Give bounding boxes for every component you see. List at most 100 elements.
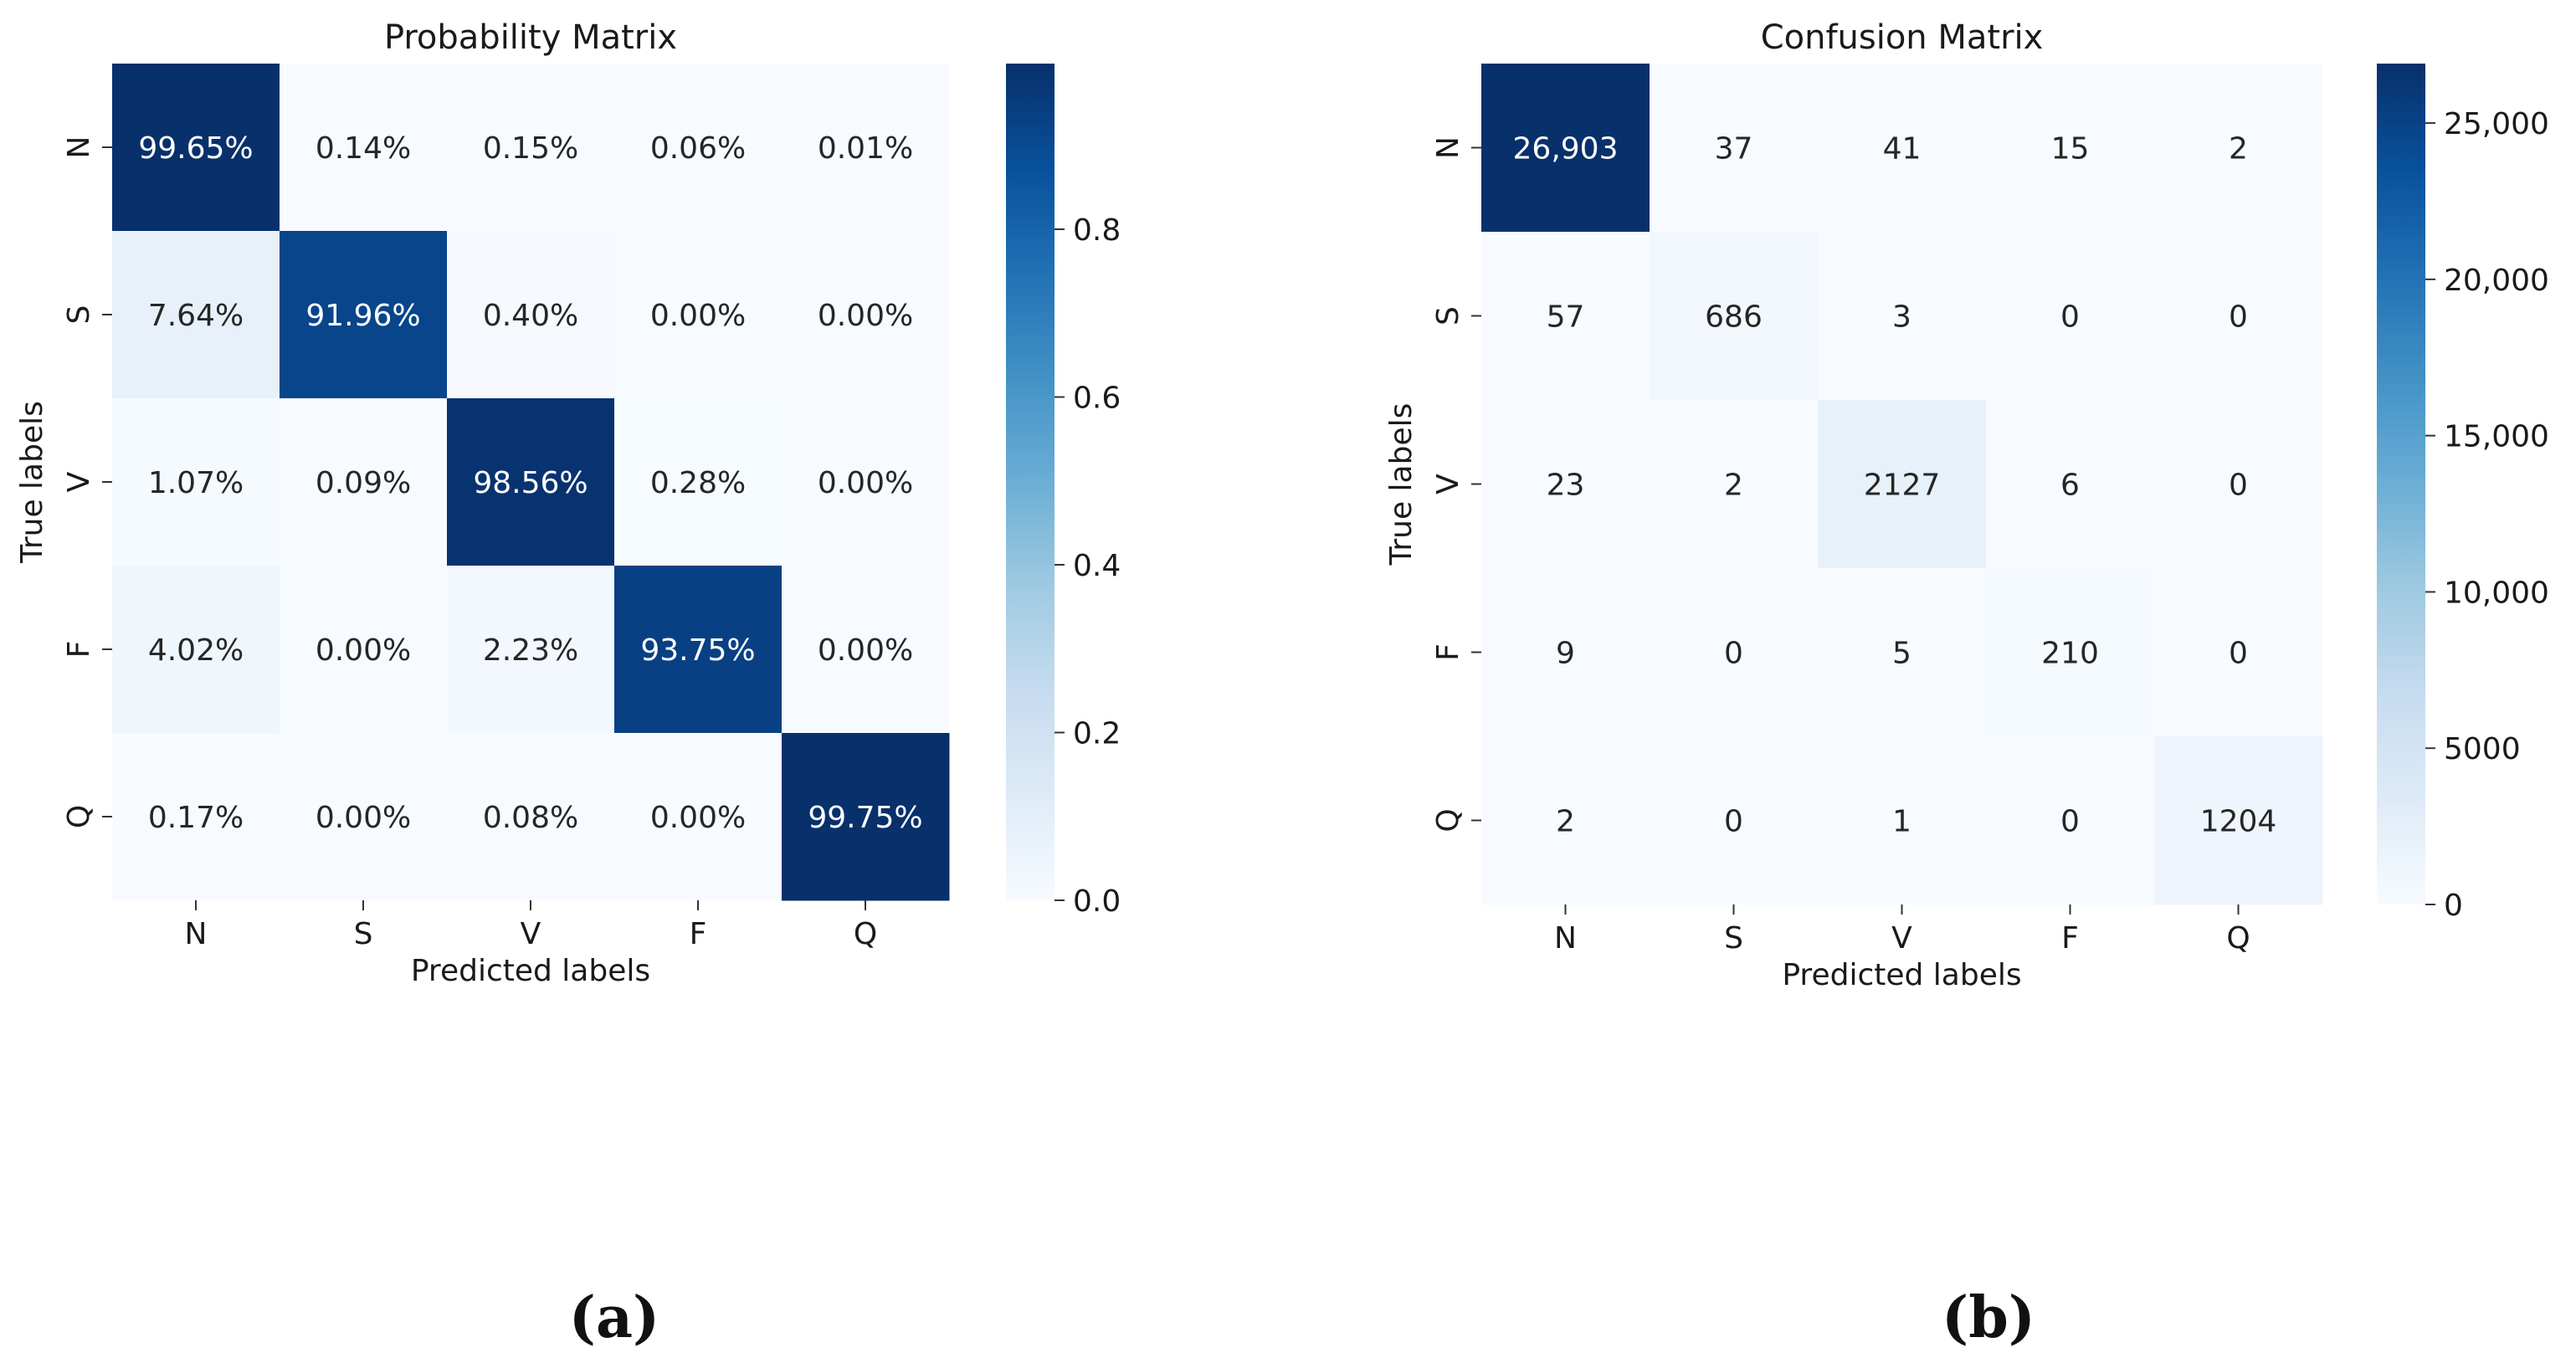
heatmap-cell <box>1986 400 2155 569</box>
heatmap-cell <box>1481 232 1650 401</box>
heatmap-cell <box>112 733 280 901</box>
colorbar-tick-label: 0 <box>2444 889 2463 923</box>
cell-value-label: 9 <box>1556 637 1575 671</box>
cell-value-label: 0.14% <box>316 131 411 166</box>
x-tick-label: V <box>521 917 541 951</box>
heatmap-cell <box>1818 400 1987 569</box>
cell-value-label: 4.02% <box>148 633 244 668</box>
cell-value-label: 0 <box>2060 805 2080 839</box>
heatmap-cell <box>1650 64 1819 233</box>
heatmap-cell <box>1986 64 2155 233</box>
cell-value-label: 2.23% <box>483 633 578 668</box>
colorbar-tick-label: 0.0 <box>1073 884 1121 919</box>
cell-value-label: 99.75% <box>808 801 922 835</box>
heatmap-cell <box>1481 64 1650 233</box>
cell-value-label: 37 <box>1715 132 1753 167</box>
colorbar <box>2377 64 2425 904</box>
cell-value-label: 7.64% <box>148 299 244 333</box>
y-tick-label: Q <box>1431 808 1465 832</box>
heatmap-cell <box>782 64 950 232</box>
cell-value-label: 0.01% <box>818 131 913 166</box>
heatmap-cell <box>2154 64 2323 233</box>
colorbar-tick-label: 0.2 <box>1073 716 1121 751</box>
colorbar <box>1006 64 1055 900</box>
heatmap-cell <box>280 398 448 566</box>
y-axis-label: True labels <box>15 401 49 564</box>
cell-value-label: 1.07% <box>148 466 244 500</box>
heatmap-cell <box>614 733 783 901</box>
cell-value-label: 3 <box>1892 300 1911 335</box>
x-tick-label: F <box>690 917 707 951</box>
cell-value-label: 57 <box>1547 300 1585 335</box>
cell-value-label: 2127 <box>1864 469 1941 503</box>
colorbar-tick-label: 5000 <box>2444 732 2521 766</box>
cell-value-label: 1204 <box>2200 805 2277 839</box>
cell-value-label: 0.00% <box>818 633 913 668</box>
heatmap-cell <box>112 398 280 566</box>
heatmap-cell <box>447 733 615 901</box>
cell-value-label: 6 <box>2060 469 2080 503</box>
chart-title: Probability Matrix <box>384 18 677 57</box>
heatmap-cell <box>1650 400 1819 569</box>
colorbar-tick-label: 20,000 <box>2444 264 2549 298</box>
heatmap-cell <box>1818 64 1987 233</box>
cell-value-label: 2 <box>1724 469 1743 503</box>
heatmap-cell <box>2154 400 2323 569</box>
x-tick-label: Q <box>854 917 877 951</box>
cell-value-label: 26,903 <box>1513 132 1619 167</box>
heatmap-cell <box>447 398 615 566</box>
x-tick-label: N <box>1554 921 1577 956</box>
colorbar-tick-label: 0.4 <box>1073 549 1121 583</box>
cell-value-label: 0.06% <box>650 131 746 166</box>
cell-value-label: 0.08% <box>483 801 578 835</box>
heatmap-cell <box>447 566 615 734</box>
cell-value-label: 98.56% <box>473 466 588 500</box>
x-tick-label: S <box>1724 921 1743 956</box>
chart-title: Confusion Matrix <box>1761 18 2044 57</box>
y-tick-label: V <box>1431 474 1465 494</box>
heatmap-cell <box>112 231 280 399</box>
cell-value-label: 0.28% <box>650 466 746 500</box>
cell-value-label: 2 <box>1556 805 1575 839</box>
heatmap-cell <box>1650 232 1819 401</box>
cell-value-label: 41 <box>1883 132 1922 167</box>
x-tick-label: S <box>354 917 373 951</box>
x-tick-label: Q <box>2226 921 2250 956</box>
cell-value-label: 0 <box>2229 637 2248 671</box>
cell-value-label: 1 <box>1892 805 1911 839</box>
x-axis-label: Predicted labels <box>411 954 650 988</box>
colorbar-tick-label: 15,000 <box>2444 420 2549 454</box>
x-tick-label: F <box>2061 921 2079 956</box>
heatmap-cell <box>614 398 783 566</box>
heatmap-cell <box>1650 568 1819 737</box>
cell-value-label: 99.65% <box>138 131 253 166</box>
x-tick-label: N <box>185 917 208 951</box>
colorbar-tick-label: 0.6 <box>1073 381 1121 415</box>
heatmap-cell <box>1650 736 1819 905</box>
heatmap-cell <box>1481 568 1650 737</box>
y-tick-label: S <box>62 305 96 325</box>
chart-panel-a: Probability Matrix 99.65% 0.14% 0.15% 0.06% 0… <box>15 18 1121 1351</box>
heatmap-cell <box>782 231 950 399</box>
cell-value-label: 5 <box>1892 637 1911 671</box>
y-tick-label: N <box>62 136 96 159</box>
cell-value-label: 93.75% <box>640 633 755 668</box>
cell-value-label: 2 <box>2229 132 2248 167</box>
cell-value-label: 0.00% <box>650 801 746 835</box>
cell-value-label: 0.00% <box>650 299 746 333</box>
heatmap-cell <box>782 398 950 566</box>
heatmap-cell <box>614 64 783 232</box>
cell-value-label: 15 <box>2051 132 2090 167</box>
panel-label: (a) <box>569 1284 659 1351</box>
cell-value-label: 0 <box>2229 300 2248 335</box>
heatmap-cell <box>2154 568 2323 737</box>
y-tick-label: S <box>1431 306 1465 325</box>
cell-value-label: 0 <box>1724 805 1743 839</box>
heatmap-cell <box>112 64 280 232</box>
colorbar-tick-label: 10,000 <box>2444 576 2549 610</box>
cell-value-label: 91.96% <box>305 299 420 333</box>
heatmap-cell <box>1986 568 2155 737</box>
cell-value-label: 0.17% <box>148 801 244 835</box>
heatmap-cell <box>1818 736 1987 905</box>
